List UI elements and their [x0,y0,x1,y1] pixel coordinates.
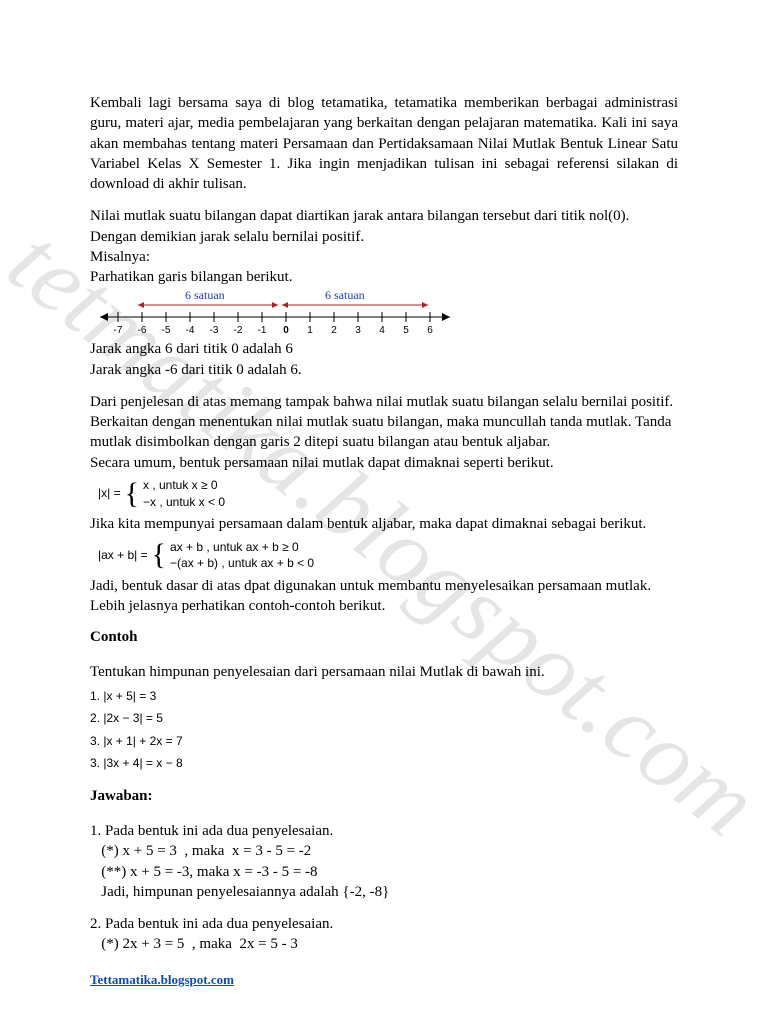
svg-text:4: 4 [379,325,385,336]
nl-left-label: 6 satuan [185,289,225,302]
nl-right-label: 6 satuan [325,289,365,302]
def1-row1: x , untuk x ≥ 0 [143,477,225,494]
text-line: Lebih jelasnya perhatikan contoh-contoh … [90,596,678,616]
answer-line: (**) x + 5 = -3, maka x = -3 - 5 = -8 [90,862,678,882]
svg-text:2: 2 [331,325,337,336]
equation-2: 2. |2x − 3| = 5 [90,710,678,726]
svg-text:-3: -3 [210,325,219,336]
abs-definition-1: |x| = { x , untuk x ≥ 0 −x , untuk x < 0 [98,477,678,511]
page-footer: Tettamatika.blogspot.com [90,972,234,988]
answer-line: 1. Pada bentuk ini ada dua penyelesaian. [90,821,678,841]
brace-icon: { [152,540,166,570]
answer-line: (*) 2x + 3 = 5 , maka 2x = 5 - 3 [90,934,678,954]
answer-line: Jadi, himpunan penyelesaiannya adalah {-… [90,882,678,902]
def2-row2: −(ax + b) , untuk ax + b < 0 [170,555,314,572]
contoh-heading: Contoh [90,627,678,647]
equation-4: 3. |3x + 4| = x − 8 [90,755,678,771]
text-line: Parhatikan garis bilangan berikut. [90,267,678,287]
text-line: Jadi, bentuk dasar di atas dpat digunaka… [90,576,678,596]
text-line: Misalnya: [90,247,678,267]
svg-text:-4: -4 [186,325,195,336]
text-line: Secara umum, bentuk persamaan nilai mutl… [90,453,678,473]
text-line: Jika kita mempunyai persamaan dalam bent… [90,514,678,534]
svg-text:-5: -5 [162,325,171,336]
text-line: Berkaitan dengan menentukan nilai mutlak… [90,412,678,453]
svg-text:5: 5 [403,325,409,336]
text-line: Nilai mutlak suatu bilangan dapat diarti… [90,206,678,226]
svg-text:1: 1 [307,325,313,336]
text-line: Jarak angka 6 dari titik 0 adalah 6 [90,339,678,359]
answer-line: (*) x + 5 = 3 , maka x = 3 - 5 = -2 [90,841,678,861]
def1-row2: −x , untuk x < 0 [143,494,225,511]
def2-lhs: |ax + b| = [98,547,148,563]
equation-1: 1. |x + 5| = 3 [90,688,678,704]
text-line: Jarak angka -6 dari titik 0 adalah 6. [90,360,678,380]
definition-block: Nilai mutlak suatu bilangan dapat diarti… [90,206,678,287]
svg-text:0: 0 [283,325,289,336]
svg-text:3: 3 [355,325,361,336]
answer-line: 2. Pada bentuk ini ada dua penyelesaian. [90,914,678,934]
svg-text:-6: -6 [138,325,147,336]
svg-text:-1: -1 [258,325,267,336]
svg-text:-2: -2 [234,325,243,336]
text-line: Dengan demikian jarak selalu bernilai po… [90,227,678,247]
contoh-subtitle: Tentukan himpunan penyelesaian dari pers… [90,662,678,682]
abs-definition-2: |ax + b| = { ax + b , untuk ax + b ≥ 0 −… [98,539,678,573]
svg-text:-7: -7 [114,325,123,336]
svg-text:6: 6 [427,325,433,336]
def2-row1: ax + b , untuk ax + b ≥ 0 [170,539,314,556]
footer-link[interactable]: Tettamatika.blogspot.com [90,972,234,987]
text-line: Dari penjelesan di atas memang tampak ba… [90,392,678,412]
document-page: Kembali lagi bersama saya di blog tetama… [0,0,768,985]
number-line-diagram: 6 satuan 6 satuan -7 -6 -5 -4 -3 -2 -1 0 1 2 3 4 5 6 [90,289,470,335]
intro-paragraph: Kembali lagi bersama saya di blog tetama… [90,93,678,194]
equation-3: 3. |x + 1| + 2x = 7 [90,733,678,749]
jawaban-heading: Jawaban: [90,786,678,806]
number-line-ticks: -7 -6 -5 -4 -3 -2 -1 0 1 2 3 4 5 6 [114,312,434,336]
brace-icon: { [125,479,139,509]
def1-lhs: |x| = [98,485,121,501]
